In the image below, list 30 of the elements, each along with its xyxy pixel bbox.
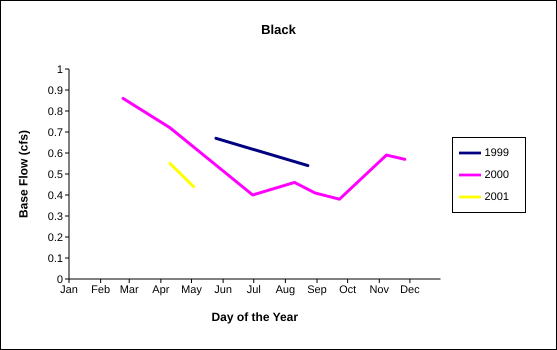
y-tick-label: 0.3 xyxy=(48,210,63,223)
x-tick-label: Mar xyxy=(120,284,140,296)
legend-label: 2001 xyxy=(484,190,509,203)
x-tick-label: Dec xyxy=(400,284,420,296)
y-tick-label: 0.7 xyxy=(48,126,63,139)
x-tick-label: Nov xyxy=(369,284,390,296)
y-tick-label: 0 xyxy=(56,274,63,286)
x-tick-label: Feb xyxy=(91,284,110,296)
x-tick-label: Oct xyxy=(339,284,356,296)
y-axis-title: Base Flow (cfs) xyxy=(16,130,30,218)
x-tick-label: Jan xyxy=(60,284,78,296)
y-tick-label: 0.2 xyxy=(48,232,63,244)
y-tick-label: 0.8 xyxy=(48,106,63,118)
line-series xyxy=(122,96,406,201)
y-tick-label: 0.1 xyxy=(48,252,63,265)
y-tick-label: 0.9 xyxy=(48,84,63,97)
x-tick-label: Jul xyxy=(246,284,261,296)
chart-title: Black xyxy=(260,22,297,37)
y-tick-label: 1 xyxy=(56,64,63,76)
legend-label: 1999 xyxy=(484,146,509,159)
y-tick-label: 0.5 xyxy=(48,168,63,181)
y-tick-label: 0.4 xyxy=(48,190,63,202)
y-tick-label: 0.6 xyxy=(48,148,63,160)
x-tick-label: Apr xyxy=(152,284,170,296)
x-tick-label: May xyxy=(181,284,202,296)
x-tick-label: Sep xyxy=(307,284,327,296)
x-axis-title: Day of the Year xyxy=(212,310,298,324)
x-tick-label: Jun xyxy=(214,284,232,296)
legend-label: 2000 xyxy=(484,168,509,181)
x-tick-label: Aug xyxy=(276,284,296,296)
